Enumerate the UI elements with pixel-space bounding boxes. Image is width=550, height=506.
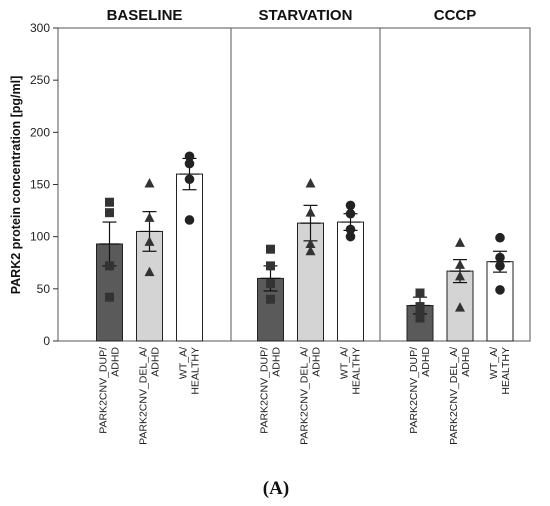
data-point-circle <box>184 158 195 169</box>
data-point-square <box>266 294 275 304</box>
data-point-circle <box>495 261 505 271</box>
category-label-line: HEALTHY <box>190 347 202 395</box>
y-tick-label: 0 <box>43 334 50 348</box>
data-point-circle <box>184 174 195 185</box>
data-point-circle <box>495 252 505 263</box>
category-label-line: PARK2CNV_DEL_A/ <box>138 347 150 445</box>
data-point-circle <box>184 151 195 162</box>
data-point-square <box>415 288 425 298</box>
data-point-square <box>105 292 114 302</box>
category-label: PARK2CNV_DEL_A/ADHD <box>448 347 472 445</box>
category-label: PARK2CNV_DEL_A/ADHD <box>299 347 323 445</box>
bar <box>337 221 364 342</box>
category-label-line: ADHD <box>271 347 283 377</box>
data-point-square <box>105 208 114 218</box>
category-label: WT_A/HEALTHY <box>178 347 202 395</box>
y-tick-label: 150 <box>30 178 50 192</box>
bar <box>486 261 514 342</box>
category-label-line: ADHD <box>311 347 323 377</box>
category-label: WT_A/HEALTHY <box>488 347 512 395</box>
category-label: WT_A/HEALTHY <box>339 347 363 395</box>
data-point-triangle <box>305 245 316 256</box>
category-label: PARK2CNV_DUP/ADHD <box>408 347 432 434</box>
data-point-triangle <box>455 302 465 312</box>
data-point-square <box>415 302 425 312</box>
y-tick-label: 100 <box>30 230 50 244</box>
data-point-square <box>415 313 425 323</box>
panel-cccp: CCCP <box>406 7 514 342</box>
panel-title: CCCP <box>434 7 477 24</box>
panel-baseline: BASELINE <box>96 7 203 342</box>
y-tick-label: 300 <box>30 21 50 35</box>
data-point-circle <box>495 232 505 243</box>
y-axis-label: PARK2 protein concentration [pg/ml] <box>9 76 23 295</box>
bar <box>257 277 284 342</box>
category-label-line: ADHD <box>150 347 162 377</box>
category-label-line: ADHD <box>460 347 472 377</box>
y-tick-label: 250 <box>30 73 50 87</box>
category-label-line: HEALTHY <box>351 347 363 395</box>
data-point-triangle <box>455 270 465 281</box>
y-tick-label: 50 <box>37 282 51 296</box>
data-point-square <box>415 307 425 317</box>
panel-title: BASELINE <box>107 7 183 24</box>
bar <box>136 230 163 342</box>
data-point-square <box>266 244 275 254</box>
data-point-square <box>266 261 275 271</box>
data-point-square <box>105 261 114 271</box>
category-label-line: PARK2CNV_DEL_A/ <box>299 347 311 445</box>
y-axis: 0 50 100 150 200 250 300 <box>30 21 58 348</box>
category-label-line: WT_A/ <box>178 347 190 379</box>
category-label-line: ADHD <box>420 347 432 377</box>
category-label-line: ADHD <box>110 347 122 377</box>
category-label: PARK2CNV_DUP/ADHD <box>259 347 283 434</box>
category-label-line: PARK2CNV_DUP/ <box>98 347 110 434</box>
category-label-line: WT_A/ <box>488 347 500 379</box>
category-label-line: HEALTHY <box>500 347 512 395</box>
bar <box>176 173 203 342</box>
x-category-labels: PARK2CNV_DUP/ADHD PARK2CNV_DEL_A/ADHD WT_A… <box>98 347 513 445</box>
chart-panels: BASELINE STARVATION CCCP <box>96 7 514 342</box>
category-label-line: PARK2CNV_DUP/ <box>259 347 271 434</box>
category-label-line: PARK2CNV_DUP/ <box>408 347 420 434</box>
data-point-triangle <box>144 266 155 277</box>
category-label-line: WT_A/ <box>339 347 351 379</box>
data-point-triangle <box>305 207 316 217</box>
panel-starvation: STARVATION <box>257 7 364 342</box>
y-tick-label: 200 <box>30 125 50 139</box>
data-point-triangle <box>455 259 465 269</box>
data-point-circle <box>495 285 505 295</box>
data-point-circle <box>345 200 356 211</box>
data-point-triangle <box>144 212 155 222</box>
data-point-square <box>105 197 114 207</box>
category-label: PARK2CNV_DUP/ADHD <box>98 347 122 434</box>
category-label-line: PARK2CNV_DEL_A/ <box>448 347 460 445</box>
data-point-circle <box>345 231 356 242</box>
data-point-square <box>266 279 275 289</box>
data-point-triangle <box>144 177 155 188</box>
panel-title: STARVATION <box>259 7 353 24</box>
data-point-triangle <box>455 237 465 247</box>
category-label: PARK2CNV_DEL_A/ADHD <box>138 347 162 445</box>
data-point-triangle <box>144 236 155 246</box>
data-point-triangle <box>305 238 316 248</box>
data-point-circle <box>345 208 356 219</box>
figure-caption: (A) <box>263 478 289 499</box>
data-point-circle <box>345 224 356 235</box>
data-point-triangle <box>305 177 316 188</box>
data-point-circle <box>184 215 195 225</box>
